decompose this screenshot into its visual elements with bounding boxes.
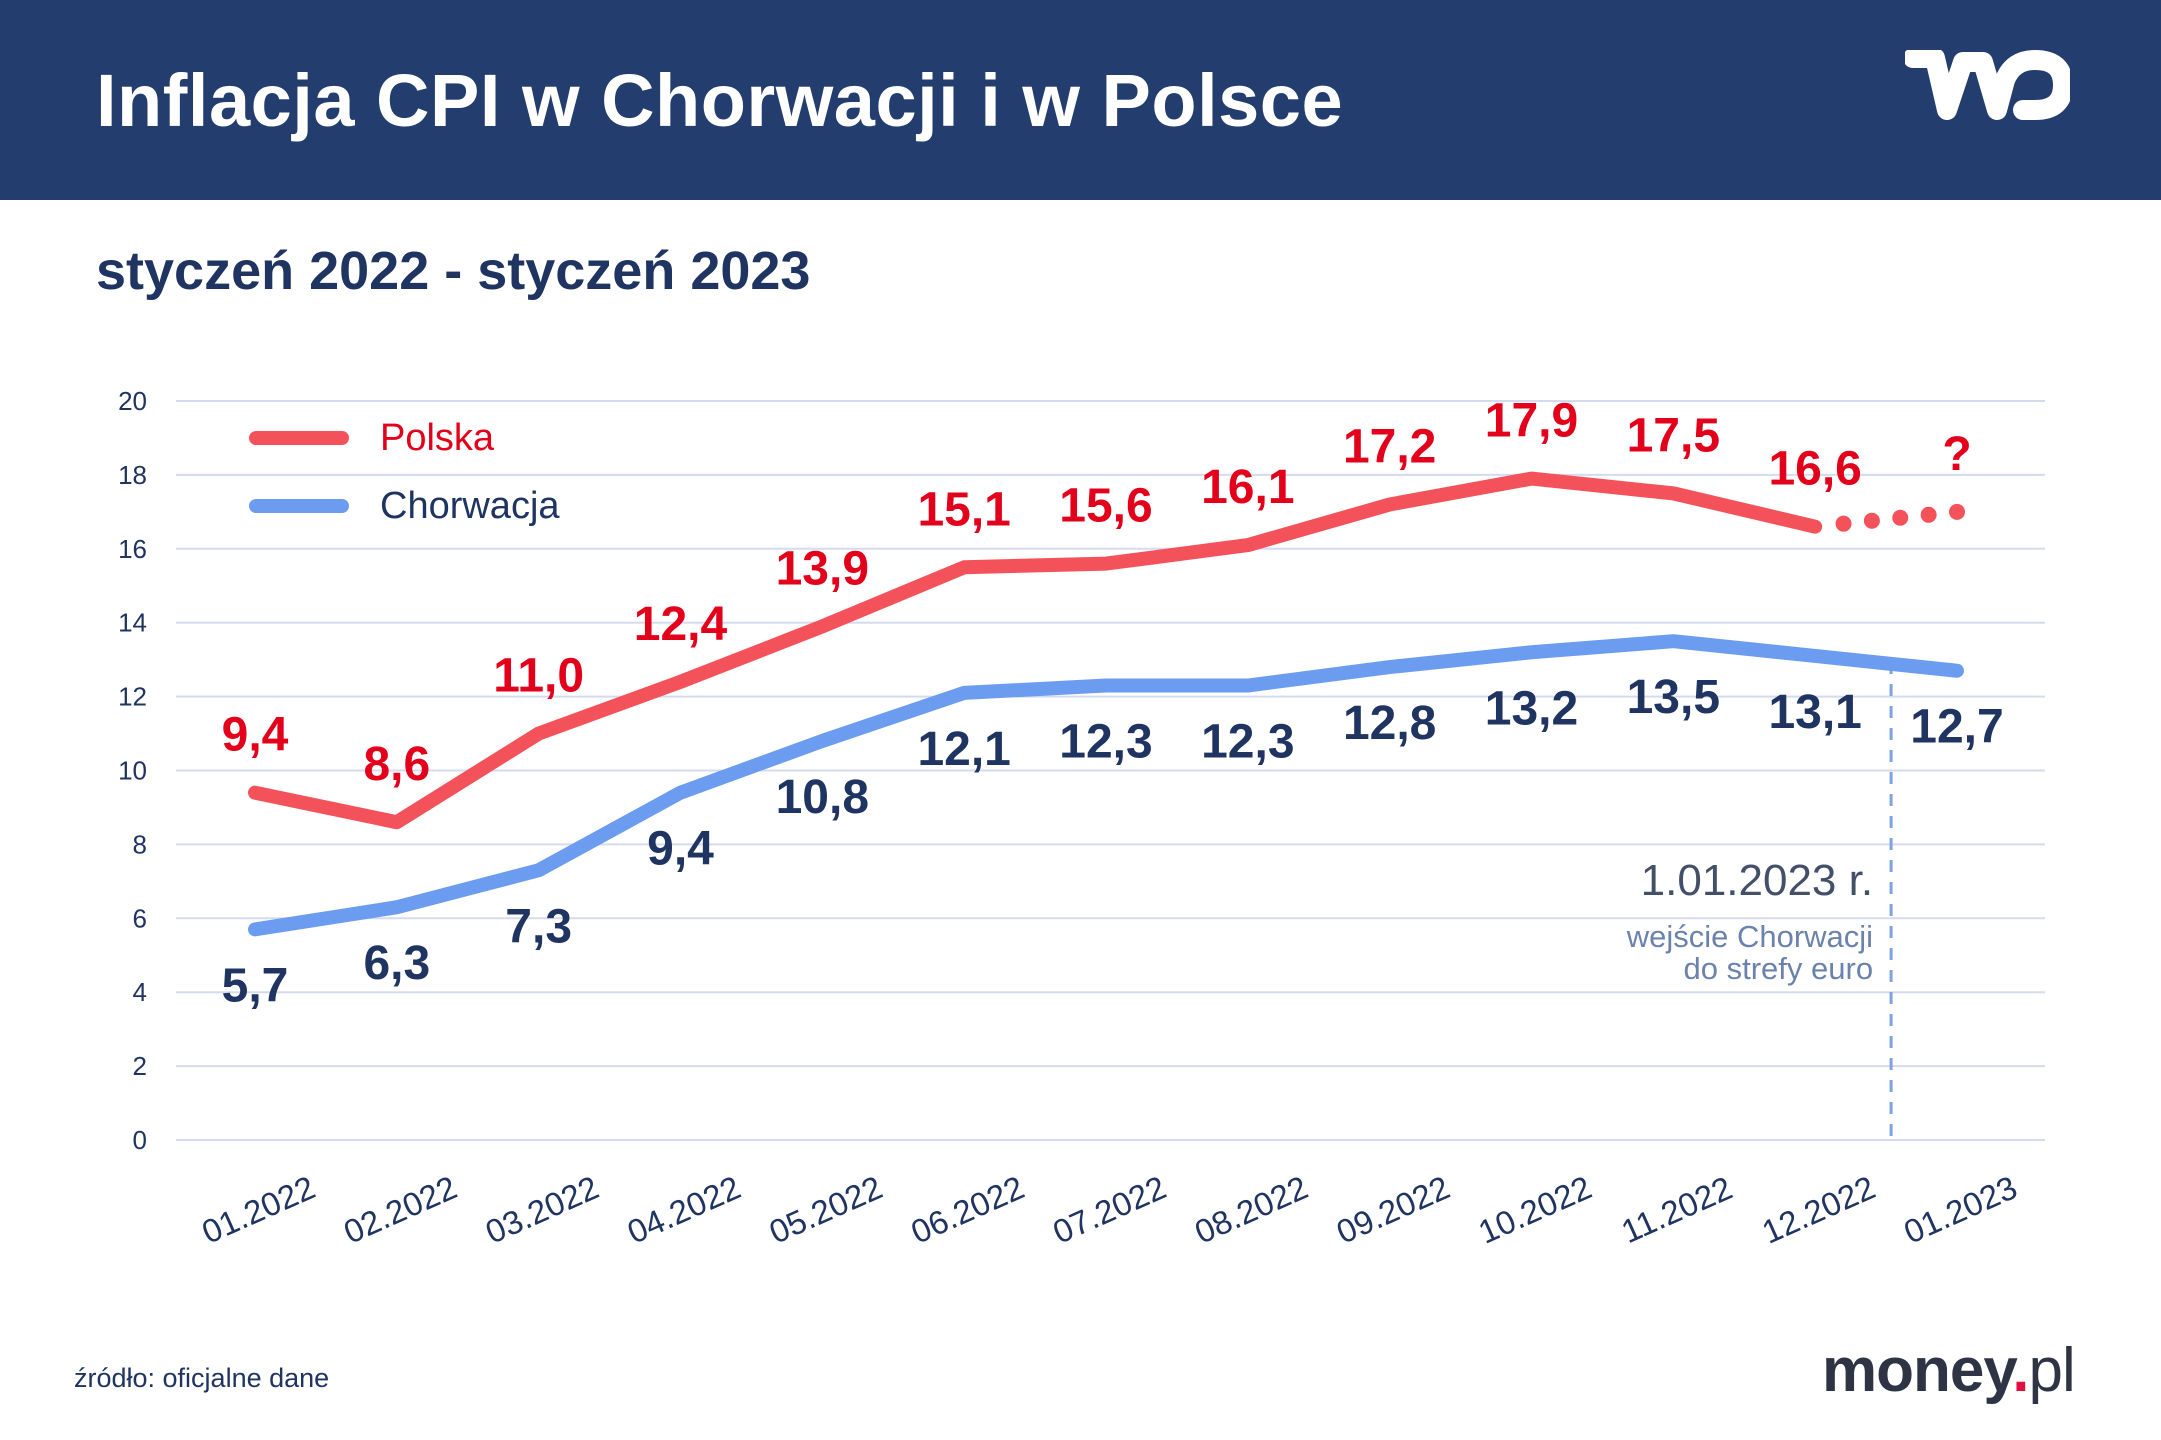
x-tick-label: 05.2022 [764,1168,888,1250]
page-title: Inflacja CPI w Chorwacji i w Polsce [96,59,1344,142]
chorwacja-data-label: 13,5 [1627,671,1720,724]
x-tick-label: 06.2022 [905,1168,1029,1250]
polska-projection-dot [1920,506,1937,523]
polska-data-label: 13,9 [776,542,869,595]
polska-data-label: 17,9 [1485,395,1578,448]
polska-data-label: 15,6 [1059,480,1152,533]
x-tick-label: 03.2022 [480,1168,604,1250]
polska-data-label: 17,5 [1627,409,1720,462]
chorwacja-data-label: 12,3 [1059,716,1152,769]
y-tick-label: 18 [118,460,147,490]
polska-series-line [248,471,1823,830]
subtitle: styczeń 2022 - styczeń 2023 [96,241,811,301]
legend-label-polska: Polska [380,417,495,459]
x-tick-label: 01.2022 [196,1168,320,1250]
y-tick-label: 12 [118,682,147,712]
polska-projection-dot [1863,512,1880,529]
chorwacja-data-label: 12,7 [1910,701,2003,754]
y-tick-label: 20 [118,386,147,416]
y-tick-label: 2 [133,1051,147,1081]
polska-data-label: 11,0 [493,650,584,703]
x-tick-label: 09.2022 [1331,1168,1455,1250]
polska-data-label: ? [1942,428,1971,481]
x-tick-label: 07.2022 [1047,1168,1171,1250]
y-tick-label: 8 [133,829,147,859]
chorwacja-data-label: 13,2 [1485,682,1578,735]
annotation-text-line1: wejście Chorwacji [1626,919,1873,954]
brand-main: money [1822,1336,2013,1405]
polska-data-label: 9,4 [222,709,289,762]
y-tick-label: 16 [118,534,147,564]
chorwacja-data-label: 13,1 [1768,686,1861,739]
polska-data-label: 12,4 [634,598,728,651]
chorwacja-data-label: 7,3 [505,900,572,953]
polska-data-label: 16,6 [1768,443,1861,496]
x-tick-label: 12.2022 [1756,1168,1880,1250]
x-tick-label: 01.2023 [1898,1168,2022,1250]
brand-dot: . [2012,1336,2029,1405]
y-tick-label: 6 [133,903,147,933]
annotation-text-line2: do strefy euro [1684,951,1874,986]
x-tick-label: 11.2022 [1616,1169,1738,1250]
chorwacja-series-line [248,634,1964,937]
polska-data-label: 16,1 [1201,461,1294,514]
chorwacja-data-label: 12,1 [917,723,1010,776]
x-tick-label: 02.2022 [338,1168,462,1250]
polska-data-label: 8,6 [363,738,430,791]
money-pl-logo: money.pl [1822,1335,2076,1406]
source-note: źródło: oficjalne dane [74,1363,330,1393]
polska-projection-dot [1892,509,1909,526]
chorwacja-data-label: 10,8 [776,771,869,824]
y-tick-label: 0 [133,1125,147,1155]
y-tick-label: 14 [118,608,147,638]
chorwacja-data-label: 9,4 [647,823,714,876]
annotation-date: 1.01.2023 r. [1641,856,1873,905]
polska-data-label: 17,2 [1343,420,1436,473]
chorwacja-data-label: 12,8 [1343,697,1436,750]
y-tick-label: 4 [133,977,147,1007]
wp-logo [1905,50,2070,120]
x-tick-label: 04.2022 [622,1168,746,1250]
chorwacja-data-label: 6,3 [363,937,430,990]
legend-label-chorwacja: Chorwacja [380,485,560,527]
x-tick-label: 08.2022 [1189,1168,1313,1250]
polska-projection-dot [1949,503,1965,520]
polska-data-label: 15,1 [917,483,1010,536]
header-bar: Inflacja CPI w Chorwacji i w Polsce [0,0,2161,200]
x-tick-label: 10.2022 [1473,1168,1597,1250]
polska-projection-dot [1835,515,1852,532]
brand-tld: pl [2028,1336,2075,1405]
chorwacja-data-label: 12,3 [1201,716,1294,769]
y-tick-label: 10 [118,756,147,786]
chorwacja-data-label: 5,7 [222,959,289,1012]
